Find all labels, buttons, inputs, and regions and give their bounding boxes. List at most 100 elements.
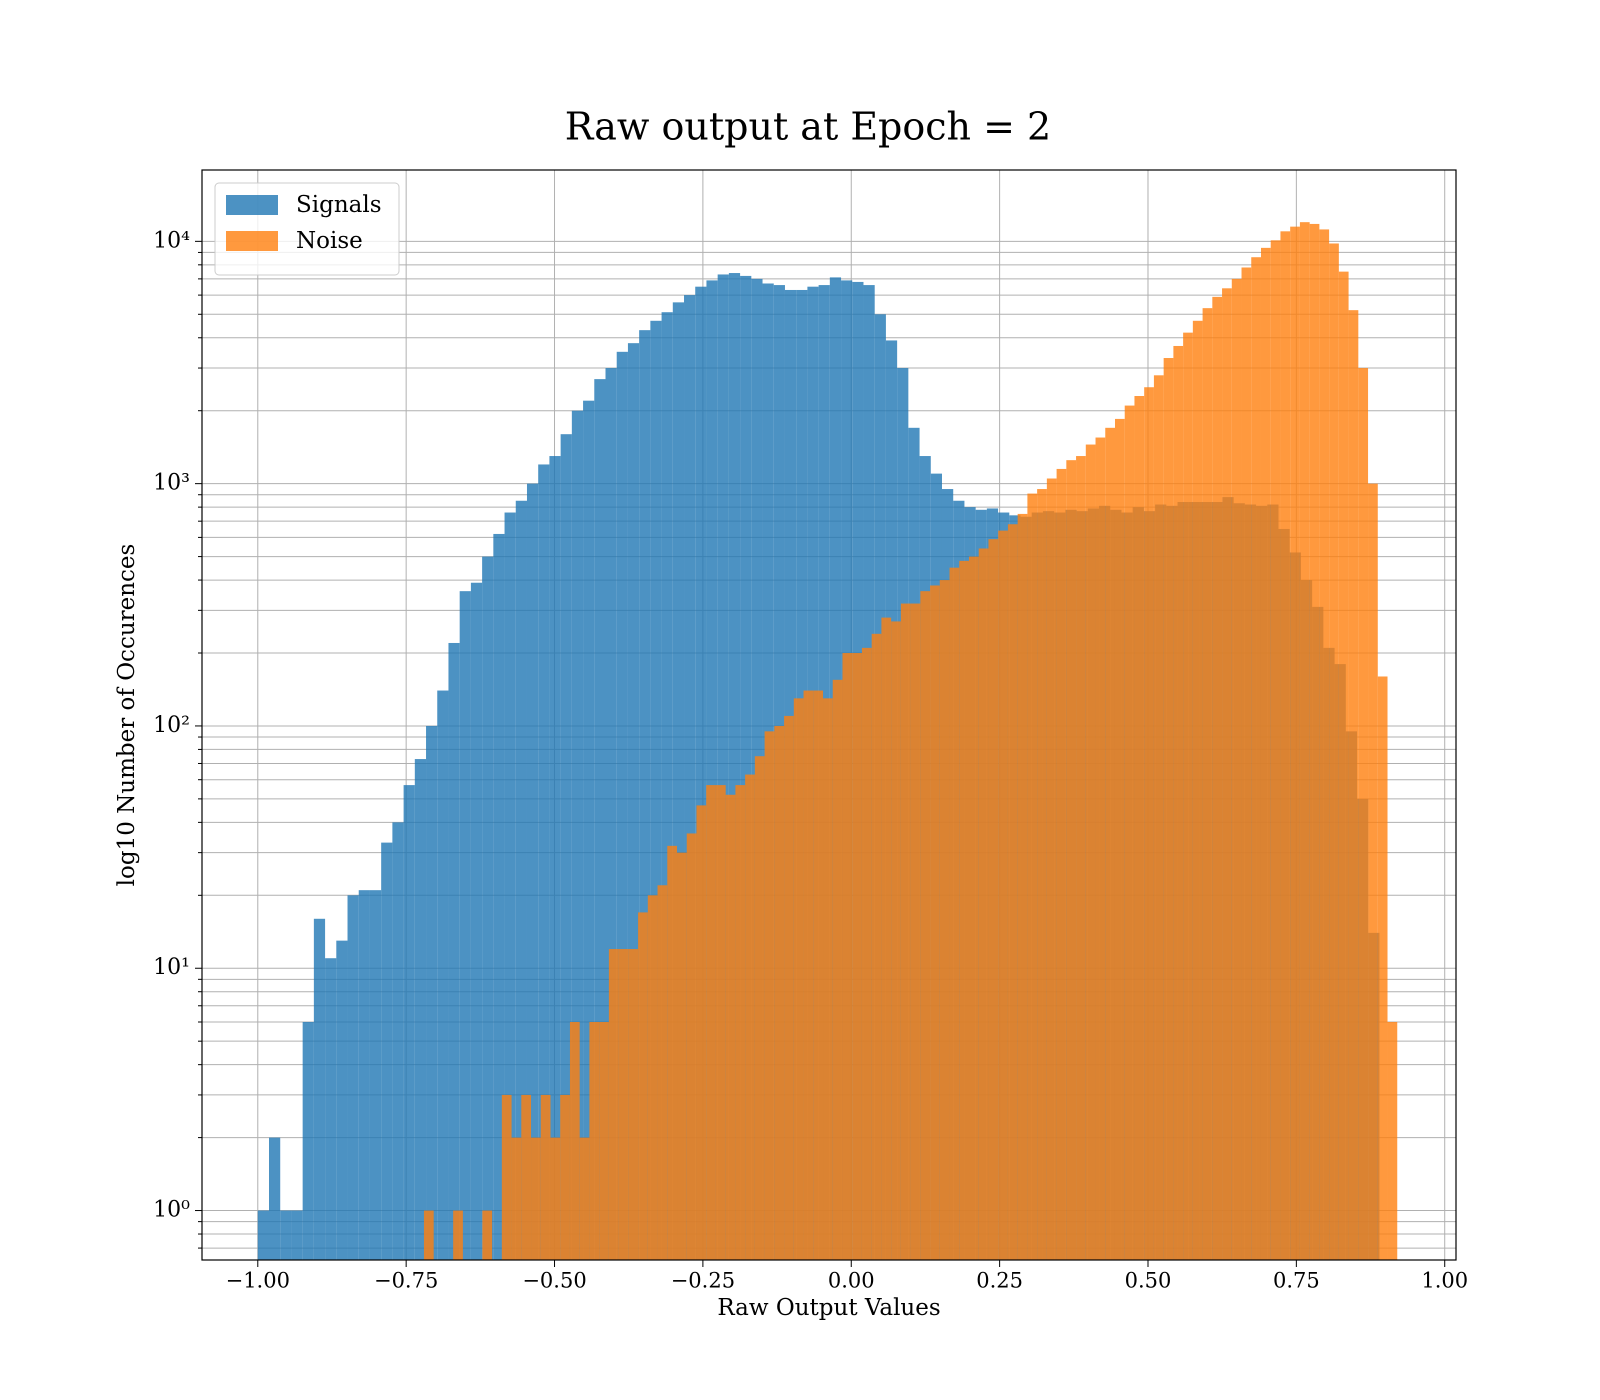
histogram-bar — [1260, 247, 1271, 1260]
histogram-bar — [493, 533, 505, 1260]
histogram-bar — [695, 286, 707, 1260]
histogram-bar — [647, 895, 658, 1260]
histogram-bar — [920, 591, 931, 1260]
y-tick-label: 10³ — [153, 471, 190, 496]
histogram-bar — [1348, 310, 1359, 1260]
histogram-bar — [639, 330, 651, 1260]
x-tick-label: 0.50 — [1125, 1269, 1172, 1293]
histogram-bar — [667, 845, 678, 1260]
histogram-bar — [1163, 358, 1174, 1260]
histogram-bar — [531, 1137, 541, 1260]
histogram-bar — [650, 320, 662, 1260]
histogram-bar — [257, 1210, 270, 1260]
histogram-bar — [1202, 308, 1213, 1260]
histogram-bar — [448, 642, 460, 1260]
histogram-bar — [1329, 243, 1339, 1260]
histogram-bar — [453, 1210, 463, 1260]
histogram-bar — [745, 774, 755, 1260]
histogram-bar — [1368, 483, 1378, 1260]
legend-label: Noise — [296, 228, 363, 254]
histogram-bar — [538, 464, 550, 1260]
x-tick-label: −0.25 — [671, 1269, 735, 1293]
histogram-bar — [423, 1210, 434, 1260]
histogram-bar — [677, 852, 687, 1260]
histogram-bar — [627, 343, 640, 1260]
histogram-bar — [764, 731, 775, 1260]
y-tick-label: 10² — [153, 713, 190, 738]
histogram-bar — [1085, 444, 1096, 1260]
histogram-bar — [930, 585, 940, 1260]
histogram-bar — [501, 1094, 512, 1260]
histogram-bar — [686, 833, 697, 1260]
histogram-bar — [813, 690, 824, 1260]
histogram-bar — [1124, 405, 1135, 1260]
histogram-bar — [1095, 437, 1106, 1260]
histogram-bar — [1280, 231, 1291, 1260]
histogram-bar — [504, 512, 516, 1260]
histogram-bar — [1027, 493, 1038, 1260]
histogram-bar — [891, 621, 901, 1260]
histogram-bar — [1299, 222, 1310, 1260]
histogram-bar — [949, 567, 960, 1260]
histogram-bar — [599, 1021, 609, 1260]
histogram-bar — [672, 302, 685, 1260]
histogram-bar — [803, 690, 814, 1260]
histogram-bar — [1319, 229, 1330, 1260]
legend: Signals Noise — [214, 182, 400, 276]
histogram-bar — [852, 653, 862, 1260]
histogram-bar — [1222, 288, 1232, 1260]
y-tick-label: 10⁰ — [153, 1198, 190, 1223]
histogram-bar — [1358, 368, 1369, 1260]
histogram-bar — [560, 1094, 570, 1260]
histogram-bar — [728, 273, 741, 1260]
histogram-bar — [618, 949, 629, 1260]
histogram-bar — [1153, 375, 1164, 1260]
histogram-bar — [569, 1021, 580, 1260]
histogram-bar — [1007, 524, 1018, 1260]
histogram-bar — [1173, 345, 1184, 1260]
histogram-bar — [470, 582, 483, 1260]
histogram-bar — [628, 949, 639, 1260]
histogram-bar — [657, 885, 668, 1260]
histogram-bar — [910, 603, 921, 1260]
histogram-bar — [1387, 1021, 1398, 1260]
histogram-bar — [978, 548, 989, 1260]
histogram-bar — [313, 918, 326, 1260]
histogram-bar — [717, 274, 729, 1260]
histogram-bar — [740, 275, 752, 1260]
histogram-bar — [269, 1137, 281, 1260]
histogram-bar — [1046, 478, 1057, 1260]
histogram-bar — [661, 312, 673, 1260]
histogram-bar — [696, 805, 707, 1260]
histogram-bar — [1114, 418, 1125, 1260]
histogram-bar — [1017, 513, 1028, 1260]
histogram-bar — [823, 698, 833, 1260]
histogram-bar — [715, 785, 726, 1260]
histogram-bar — [871, 633, 882, 1260]
histogram-bar — [861, 647, 872, 1260]
x-tick-label: −1.00 — [226, 1269, 290, 1293]
histogram-bar — [426, 725, 438, 1260]
histogram-bar — [1377, 676, 1388, 1260]
histogram-bar — [459, 591, 471, 1260]
histogram-bar — [1192, 320, 1203, 1260]
histogram-bar — [605, 368, 617, 1260]
bars — [257, 222, 1398, 1260]
y-tick-label: 10⁴ — [153, 228, 190, 253]
histogram-bar — [1290, 226, 1300, 1260]
histogram-bar — [1056, 468, 1067, 1260]
histogram-bar — [774, 725, 785, 1260]
histogram-bar — [754, 756, 765, 1260]
legend-swatch — [226, 231, 278, 251]
histogram-bar — [302, 1021, 314, 1260]
histogram-bar — [900, 603, 911, 1260]
histogram-bar — [968, 556, 979, 1260]
histogram-bar — [998, 530, 1008, 1260]
histogram-bar — [1105, 427, 1115, 1260]
x-tick-label: 0.75 — [1273, 1269, 1320, 1293]
histogram-bar — [369, 890, 382, 1260]
histogram-bar — [616, 351, 628, 1260]
x-tick-label: 0.25 — [976, 1269, 1023, 1293]
histogram-bar — [540, 1094, 551, 1260]
